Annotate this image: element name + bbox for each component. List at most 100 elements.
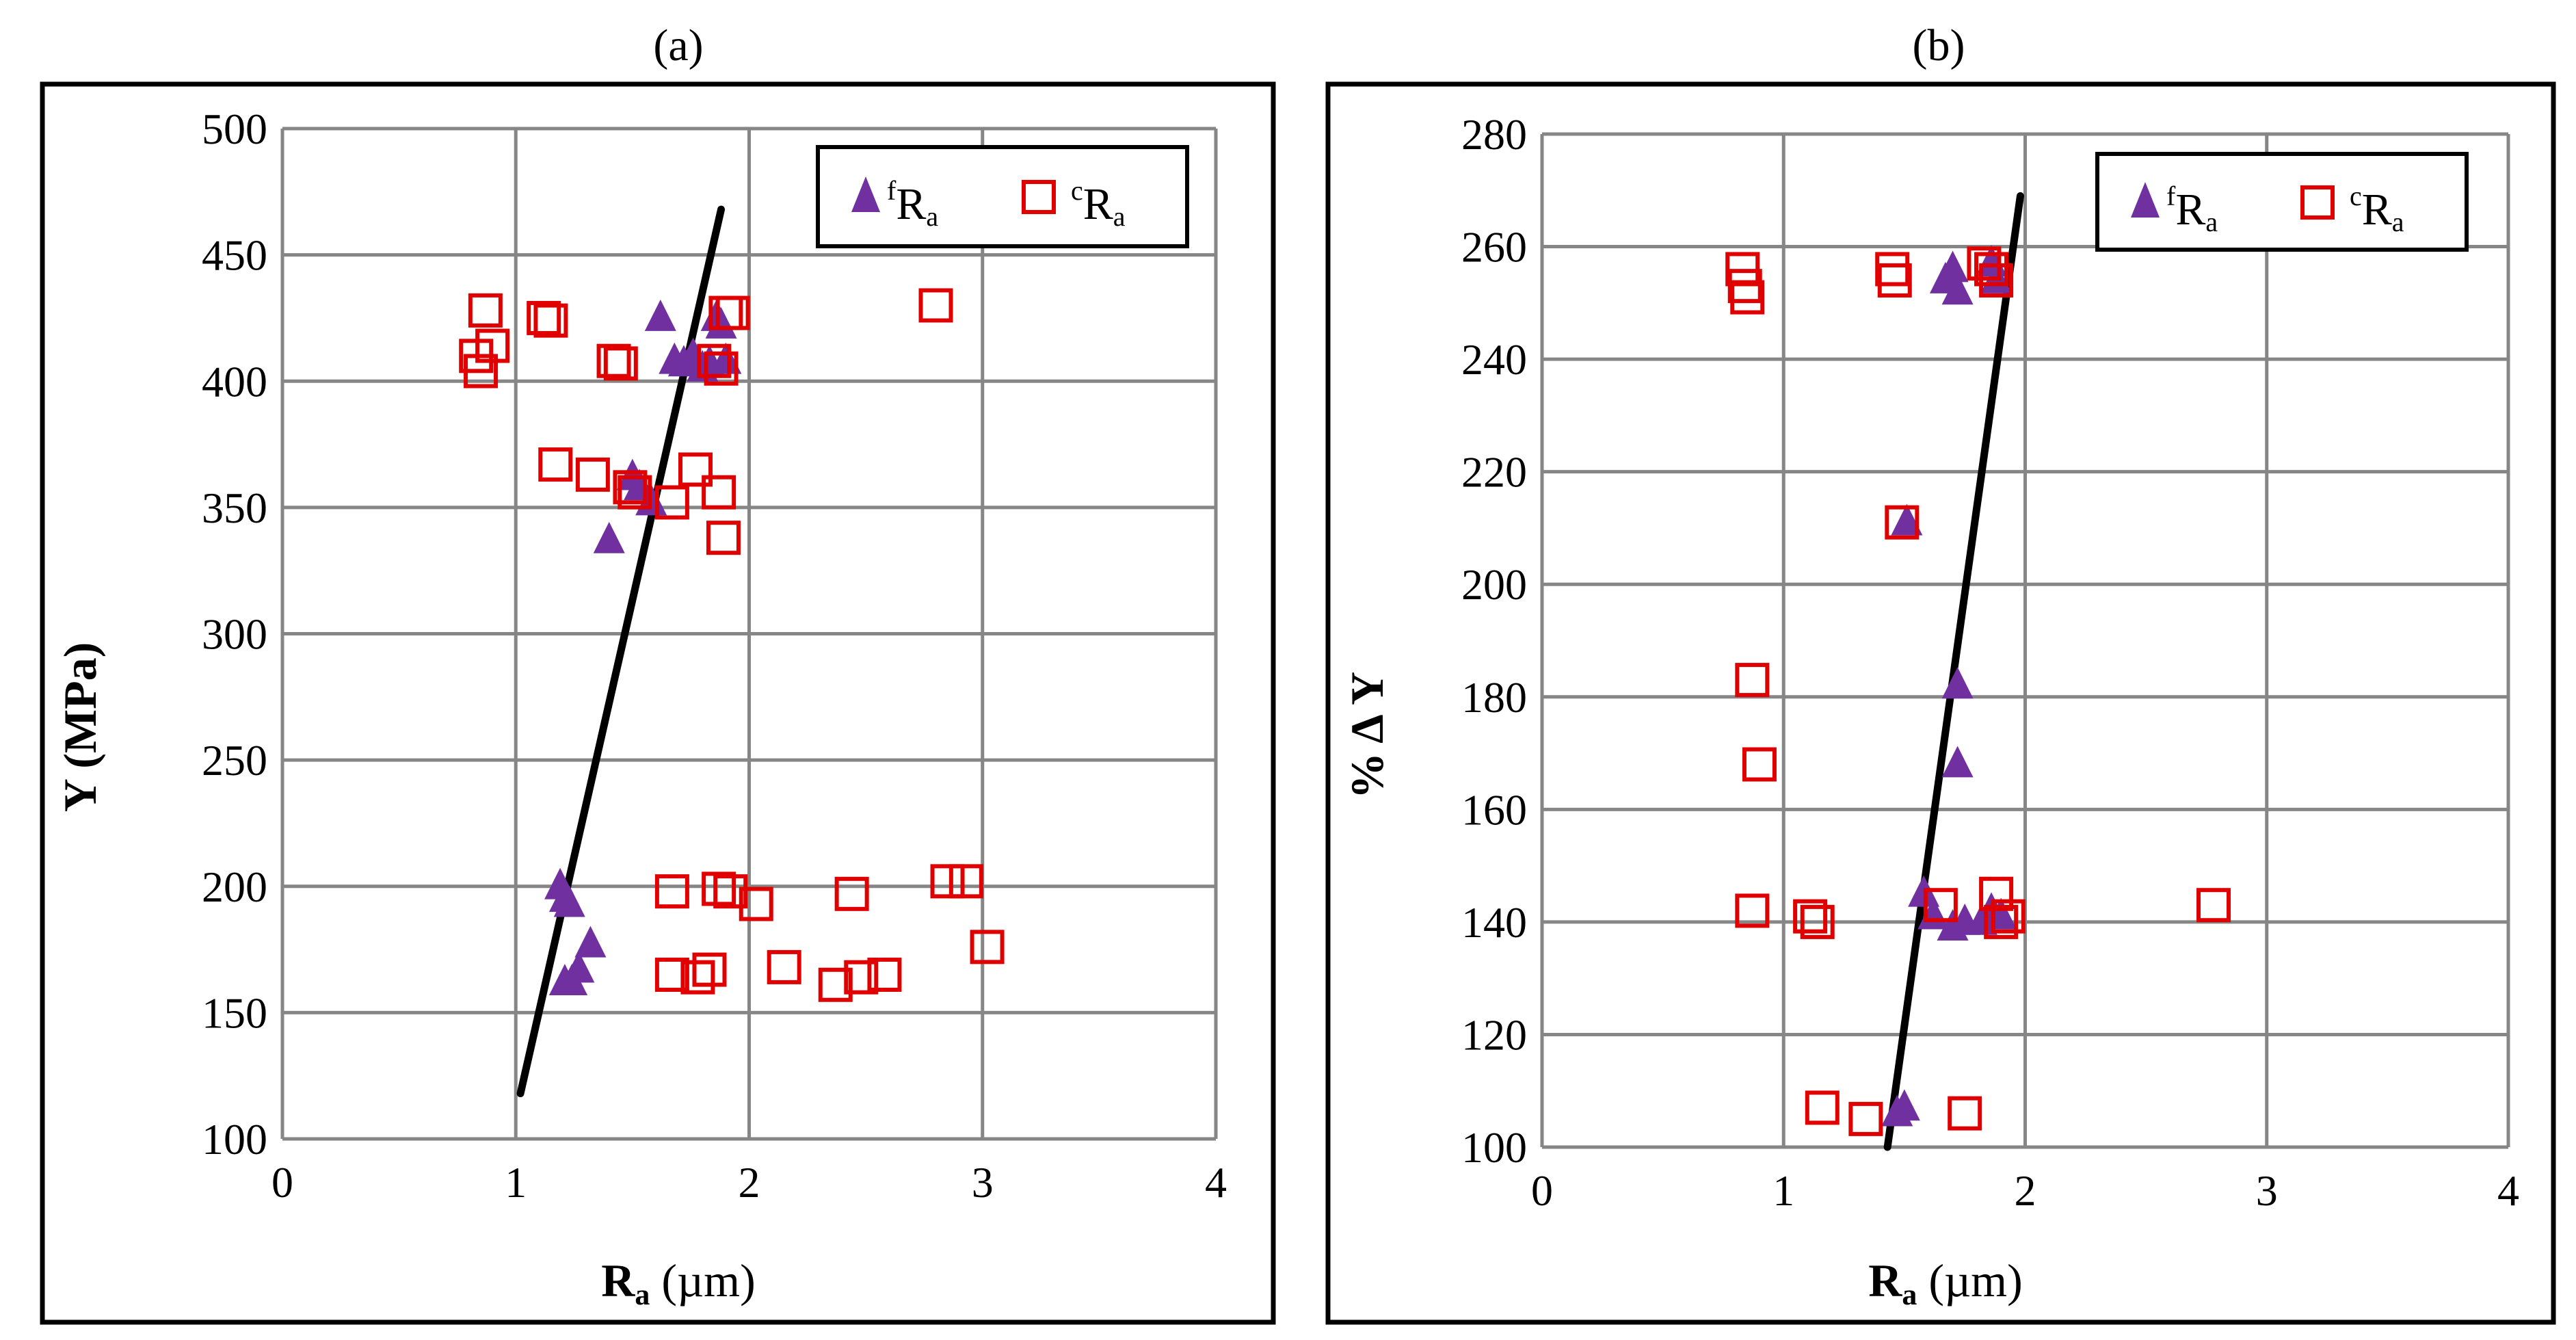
square-marker-cRa [1805, 1090, 1840, 1125]
triangle-marker-fRa [1891, 503, 1923, 536]
panel-a-y-tick-label: 300 [202, 610, 267, 659]
square-marker-cRa [475, 328, 510, 363]
panel-b-y-tick-label: 140 [1461, 898, 1527, 947]
square-marker-cRa [678, 452, 713, 487]
panel-b-y-tick-label: 220 [1461, 448, 1527, 497]
panel-b-trendline [1883, 192, 2024, 1151]
square-marker-cRa [1877, 263, 1912, 298]
panel-a-x-axis-label-main: R [601, 1254, 635, 1306]
square-marker-cRa [1800, 904, 1835, 939]
panel-a-legend-c-main: R [1083, 179, 1113, 229]
panel-b-x-tick-labels: 0 1 2 3 4 [1531, 1166, 2519, 1215]
square-marker-cRa [538, 447, 573, 482]
panel-b-legend-entry-c: cRa [2350, 181, 2404, 237]
triangle-marker-fRa [1888, 1089, 1920, 1121]
panel-a-x-tick-labels: 0 1 2 3 4 [271, 1158, 1227, 1207]
panel-b-y-tick-label: 100 [1461, 1123, 1527, 1172]
panel-b-data-points [1725, 245, 2231, 1136]
triangle-marker-fRa [710, 342, 742, 374]
panel-a-y-tick-labels: 100 150 200 250 300 350 400 450 500 [202, 105, 267, 1164]
panel-b-legend-entry-f: fRa [2166, 181, 2218, 237]
panel-a-legend: fRa cRa [816, 145, 1189, 248]
panel-b-y-tick-label: 260 [1461, 223, 1527, 272]
panel-b-y-tick-label: 120 [1461, 1010, 1527, 1059]
triangle-marker-fRa [574, 925, 607, 958]
panel-a-x-tick-label: 4 [1205, 1158, 1227, 1207]
panel-a-legend-box [816, 145, 1189, 248]
panel-b-y-tick-label: 160 [1461, 785, 1527, 834]
panel-b-legend-f-main: R [2175, 185, 2205, 235]
square-marker-cRa [1991, 899, 2026, 934]
panel-b-frame [1325, 81, 2556, 1325]
panel-a-y-tick-label: 100 [202, 1115, 267, 1164]
square-marker-cRa [1735, 663, 1770, 698]
triangle-marker-fRa [705, 307, 737, 339]
panel-b-legend-c-sub: a [2392, 207, 2404, 237]
panel-a-legend-triangle-icon [851, 176, 880, 212]
panel-b-x-tick-label: 0 [1531, 1166, 1553, 1215]
panel-b-x-axis-label: Ra (µm) [1868, 1254, 2022, 1311]
panel-a-legend-entry-c: cRa [1071, 175, 1126, 232]
panel-b-legend-square-icon [2300, 185, 2335, 220]
square-marker-cRa [527, 300, 561, 335]
panel-b-x-axis-label-main: R [1868, 1254, 1902, 1306]
panel-b: (b) 100 120 140 160 180 200 220 240 260 280 0 1 2 3 4… [1325, 21, 2556, 1325]
square-marker-cRa [1848, 1101, 1883, 1136]
square-marker-cRa [702, 871, 736, 906]
square-marker-cRa [918, 288, 953, 323]
panel-b-x-axis-label-unit: (µm) [1917, 1254, 2022, 1306]
panel-a-data-points [459, 288, 1005, 1002]
panel-b-legend-box [2095, 152, 2469, 252]
panel-a-x-tick-label: 3 [972, 1158, 994, 1207]
square-marker-cRa [834, 876, 869, 911]
panel-b-y-tick-label: 200 [1461, 560, 1527, 609]
square-marker-cRa [697, 343, 732, 378]
square-marker-cRa [1979, 263, 2014, 298]
triangle-marker-fRa [556, 964, 588, 995]
triangle-marker-fRa [1941, 273, 1974, 305]
square-marker-cRa [930, 864, 965, 899]
panel-b-legend-c-sup: c [2350, 181, 2362, 211]
square-marker-cRa [1727, 269, 1762, 304]
panel-a-legend-square-icon [1022, 180, 1056, 214]
panel-b-title: (b) [1913, 21, 1965, 70]
square-marker-cRa [575, 457, 610, 492]
square-marker-cRa [654, 957, 689, 992]
square-marker-cRa [1735, 893, 1770, 928]
triangle-marker-fRa [593, 521, 625, 553]
square-marker-cRa [468, 293, 503, 328]
panel-b-y-tick-labels: 100 120 140 160 180 200 220 240 260 280 [1461, 110, 1527, 1172]
triangle-marker-fRa [644, 299, 676, 331]
panel-a-y-axis-label: Y (MPa) [54, 642, 106, 813]
triangle-marker-fRa [1937, 250, 1969, 283]
square-marker-cRa [654, 485, 689, 520]
square-marker-cRa [970, 930, 1005, 964]
panel-a-x-axis-label-unit: (µm) [650, 1254, 755, 1306]
panel-b-y-tick-label: 180 [1461, 673, 1527, 722]
square-marker-cRa [1730, 280, 1765, 315]
square-marker-cRa [680, 960, 715, 995]
square-marker-cRa [1974, 252, 2009, 287]
panel-b-x-axis-label-sub: a [1902, 1278, 1917, 1311]
panel-a-y-tick-label: 150 [202, 988, 267, 1037]
panel-a-legend-f-sub: a [926, 201, 938, 232]
panel-a-x-tick-label: 1 [505, 1158, 527, 1207]
panel-a-y-tick-label: 350 [202, 484, 267, 532]
square-marker-cRa [692, 952, 727, 987]
triangle-marker-fRa [1941, 667, 1974, 699]
square-marker-cRa [767, 949, 801, 984]
square-marker-cRa [1875, 252, 1910, 287]
panel-a-x-tick-label: 2 [739, 1158, 760, 1207]
square-marker-cRa [1948, 1096, 1982, 1131]
panel-a-legend-entry-f: fRa [887, 175, 938, 232]
square-marker-cRa [2196, 888, 2231, 923]
panel-a-y-tick-label: 500 [202, 105, 267, 153]
panel-a-legend-f-main: R [896, 179, 926, 229]
square-marker-cRa [613, 470, 648, 505]
square-marker-cRa [464, 354, 499, 389]
panel-a-legend-c-sup: c [1071, 175, 1083, 206]
square-marker-cRa [618, 475, 652, 510]
square-marker-cRa [533, 303, 568, 338]
panel-a-legend-f-sup: f [887, 175, 897, 206]
